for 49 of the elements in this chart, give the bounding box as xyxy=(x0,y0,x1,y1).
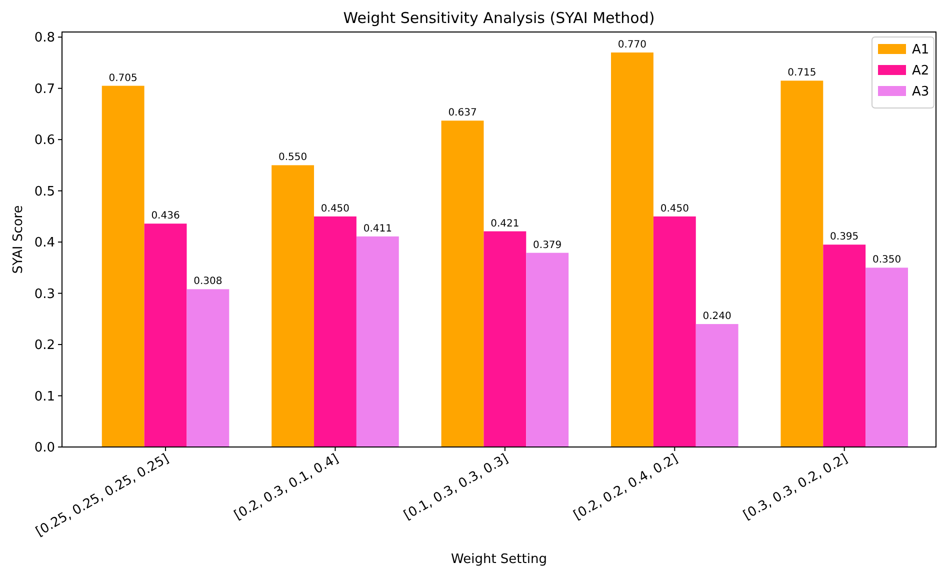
bar xyxy=(441,120,484,447)
bar xyxy=(653,216,696,447)
data-label: 0.450 xyxy=(320,203,350,214)
bar xyxy=(780,80,824,447)
y-axis-title: SYAI Score xyxy=(11,205,26,274)
bar xyxy=(272,165,314,447)
data-label: 0.379 xyxy=(533,240,562,251)
bar xyxy=(866,268,908,447)
bar xyxy=(144,224,187,447)
chart-title: Weight Sensitivity Analysis (SYAI Method) xyxy=(343,9,655,27)
data-label: 0.715 xyxy=(788,68,816,79)
legend-label: A1 xyxy=(912,42,930,58)
data-label: 0.308 xyxy=(194,276,222,288)
legend-label: A3 xyxy=(912,84,930,100)
bar xyxy=(314,216,356,447)
y-tick-label: 0.0 xyxy=(34,440,55,456)
data-label: 0.705 xyxy=(108,72,138,84)
data-label: 0.436 xyxy=(151,210,180,222)
data-label: 0.550 xyxy=(278,152,308,164)
y-tick-label: 0.5 xyxy=(34,184,55,200)
y-tick-label: 0.8 xyxy=(34,30,55,46)
legend-label: A2 xyxy=(912,64,930,79)
data-label: 0.395 xyxy=(830,232,859,243)
bar xyxy=(611,52,654,447)
bar xyxy=(484,231,526,447)
y-tick-label: 0.2 xyxy=(34,338,55,354)
data-label: 0.450 xyxy=(660,203,689,214)
bar xyxy=(526,252,569,447)
x-axis-title: Weight Setting xyxy=(451,552,547,567)
bar xyxy=(102,86,144,447)
bar xyxy=(356,236,399,447)
data-label: 0.350 xyxy=(872,254,902,266)
y-tick-label: 0.7 xyxy=(34,82,55,97)
data-label: 0.240 xyxy=(702,311,732,322)
y-tick-label: 0.4 xyxy=(34,236,55,251)
bar xyxy=(823,244,866,447)
y-tick-label: 0.1 xyxy=(34,389,55,404)
y-tick-label: 0.3 xyxy=(34,286,55,302)
data-label: 0.637 xyxy=(448,108,477,119)
y-tick-label: 0.6 xyxy=(34,133,55,148)
data-label: 0.421 xyxy=(490,218,520,230)
x-tick-label: [0.1, 0.3, 0.3, 0.3] xyxy=(402,451,511,524)
x-tick-label: [0.3, 0.3, 0.2, 0.2] xyxy=(740,451,850,524)
x-tick-label: [0.2, 0.2, 0.4, 0.2] xyxy=(571,451,681,524)
bar xyxy=(186,289,230,447)
data-label: 0.411 xyxy=(363,223,392,234)
bar xyxy=(696,324,738,447)
x-tick-label: [0.2, 0.3, 0.1, 0.4] xyxy=(232,451,342,524)
data-label: 0.770 xyxy=(618,39,647,50)
